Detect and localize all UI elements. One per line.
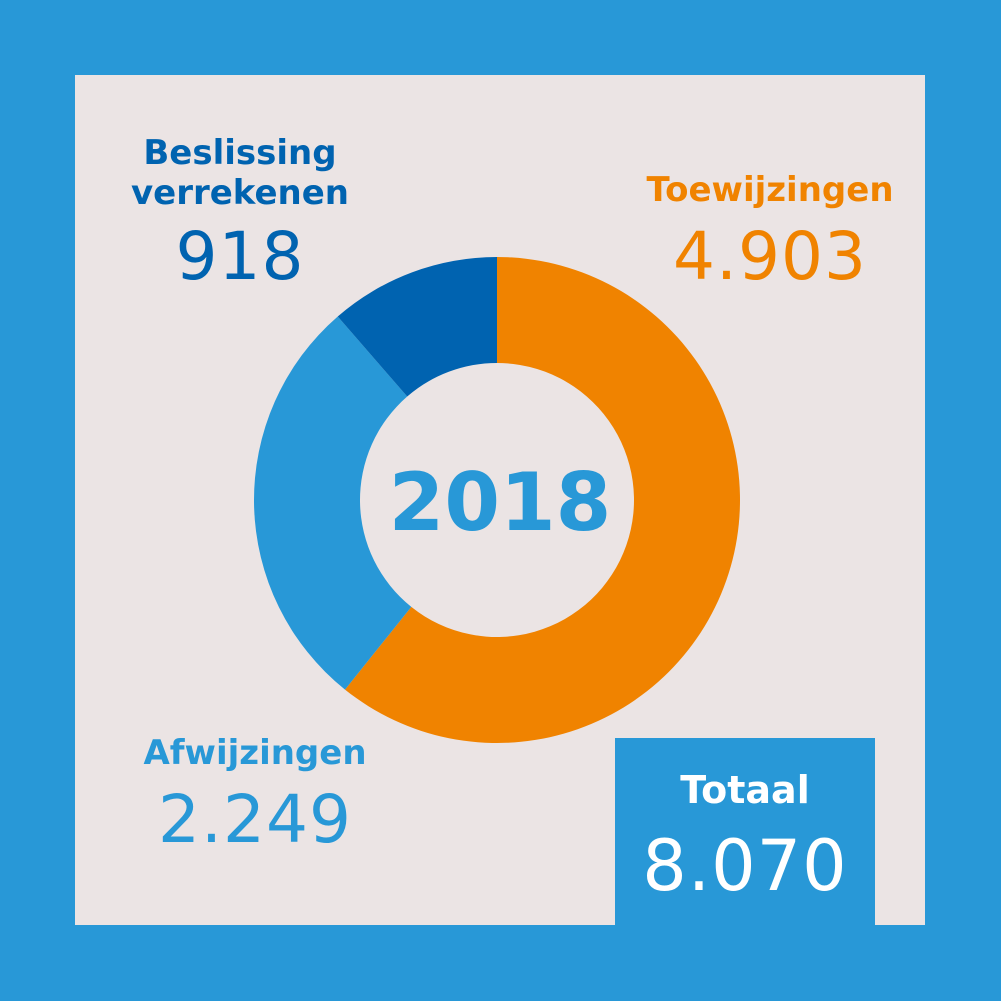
slice-value-afwijzingen: 2.249 [158, 781, 352, 858]
slice-label-toewijzingen: Toewijzingen [646, 170, 894, 210]
slice-value-toewijzingen: 4.903 [673, 218, 867, 295]
total-value: 8.070 [642, 825, 848, 907]
slice-label-line: Beslissing [143, 133, 337, 173]
slice-label-line: verrekenen [130, 173, 350, 213]
donut-slice-afwijzingen [253, 316, 412, 690]
total-box: Totaal 8.070 [615, 738, 875, 1001]
center-year-label: 2018 [388, 456, 612, 549]
slice-value-beslissing-verrekenen: 918 [175, 218, 305, 295]
donut-slice-beslissing-verrekenen [337, 257, 497, 397]
slice-label-afwijzingen: Afwijzingen [143, 733, 367, 773]
donut-slice-toewijzingen [344, 257, 741, 743]
total-label: Totaal [680, 768, 810, 812]
slice-label-beslissing-verrekenen: Beslissing verrekenen [95, 133, 385, 213]
